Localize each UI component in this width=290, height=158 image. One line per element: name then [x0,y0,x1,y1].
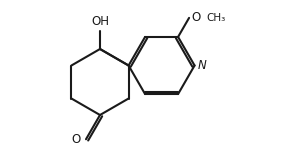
Text: CH₃: CH₃ [206,13,225,23]
Text: N: N [197,59,206,72]
Text: O: O [72,133,81,146]
Text: O: O [191,11,200,24]
Text: OH: OH [91,15,109,28]
